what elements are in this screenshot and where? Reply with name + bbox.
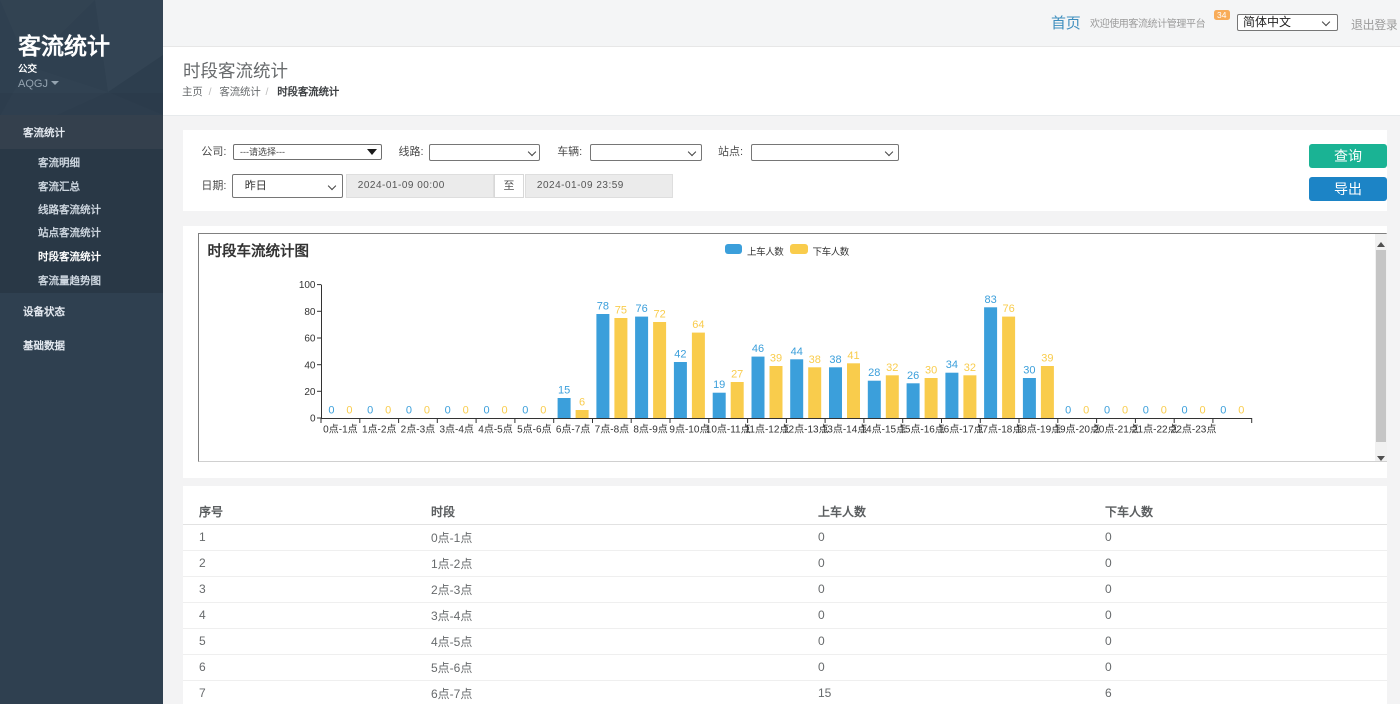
svg-text:20点-21点: 20点-21点 xyxy=(1093,424,1139,436)
svg-text:27: 27 xyxy=(731,369,743,381)
svg-text:0: 0 xyxy=(385,405,391,417)
svg-text:14点-15点: 14点-15点 xyxy=(861,424,907,436)
svg-text:39: 39 xyxy=(770,353,782,365)
svg-text:0: 0 xyxy=(1065,405,1071,417)
svg-text:0: 0 xyxy=(346,405,352,417)
svg-text:18点-19点: 18点-19点 xyxy=(1016,424,1062,436)
svg-text:41: 41 xyxy=(847,350,859,362)
svg-text:83: 83 xyxy=(984,294,996,306)
svg-text:0点-1点: 0点-1点 xyxy=(323,424,357,436)
svg-text:0: 0 xyxy=(463,405,469,417)
svg-text:100: 100 xyxy=(299,280,316,291)
svg-text:2点-3点: 2点-3点 xyxy=(401,424,435,436)
svg-text:28: 28 xyxy=(868,367,880,379)
svg-text:30: 30 xyxy=(1023,365,1035,377)
svg-text:32: 32 xyxy=(886,362,898,374)
svg-text:0: 0 xyxy=(483,405,489,417)
svg-text:76: 76 xyxy=(635,303,647,315)
svg-text:64: 64 xyxy=(692,319,704,331)
svg-text:0: 0 xyxy=(540,405,546,417)
svg-text:1点-2点: 1点-2点 xyxy=(362,424,396,436)
svg-text:4点-5点: 4点-5点 xyxy=(478,424,512,436)
svg-text:0: 0 xyxy=(1104,405,1110,417)
svg-text:0: 0 xyxy=(1238,405,1244,417)
svg-text:38: 38 xyxy=(829,354,841,366)
svg-text:5点-6点: 5点-6点 xyxy=(517,424,551,436)
svg-text:0: 0 xyxy=(1220,405,1226,417)
svg-text:6: 6 xyxy=(579,397,585,409)
svg-text:0: 0 xyxy=(1161,405,1167,417)
svg-text:80: 80 xyxy=(304,307,316,318)
svg-text:15: 15 xyxy=(558,385,570,397)
svg-text:0: 0 xyxy=(328,405,334,417)
svg-text:10点-11点: 10点-11点 xyxy=(706,424,751,436)
svg-text:0: 0 xyxy=(406,405,412,417)
svg-text:38: 38 xyxy=(809,354,821,366)
svg-text:8点-9点: 8点-9点 xyxy=(633,424,667,436)
svg-text:32: 32 xyxy=(964,362,976,374)
svg-text:21点-22点: 21点-22点 xyxy=(1132,424,1178,436)
svg-text:7点-8点: 7点-8点 xyxy=(595,424,629,436)
svg-text:0: 0 xyxy=(1083,405,1089,417)
svg-text:78: 78 xyxy=(597,301,609,313)
svg-text:19点-20点: 19点-20点 xyxy=(1054,424,1100,436)
svg-text:0: 0 xyxy=(1122,405,1128,417)
svg-text:0: 0 xyxy=(367,405,373,417)
svg-text:13点-14点: 13点-14点 xyxy=(822,424,868,436)
svg-text:6点-7点: 6点-7点 xyxy=(556,424,590,436)
svg-text:0: 0 xyxy=(1182,405,1188,417)
svg-text:17点-18点: 17点-18点 xyxy=(977,424,1023,436)
svg-text:0: 0 xyxy=(1200,405,1206,417)
svg-text:15点-16点: 15点-16点 xyxy=(899,424,945,436)
svg-text:44: 44 xyxy=(791,346,803,358)
svg-text:0: 0 xyxy=(445,405,451,417)
svg-text:75: 75 xyxy=(615,305,627,317)
svg-text:19: 19 xyxy=(713,379,725,391)
svg-text:0: 0 xyxy=(424,405,430,417)
svg-text:72: 72 xyxy=(653,309,665,321)
svg-text:12点-13点: 12点-13点 xyxy=(783,424,829,436)
svg-text:0: 0 xyxy=(310,414,316,425)
svg-text:30: 30 xyxy=(925,365,937,377)
svg-text:0: 0 xyxy=(501,405,507,417)
svg-text:60: 60 xyxy=(304,334,316,345)
svg-text:9点-10点: 9点-10点 xyxy=(669,424,709,436)
svg-text:46: 46 xyxy=(752,343,764,355)
svg-text:0: 0 xyxy=(1143,405,1149,417)
svg-text:0: 0 xyxy=(522,405,528,417)
svg-text:76: 76 xyxy=(1002,303,1014,315)
svg-text:3点-4点: 3点-4点 xyxy=(439,424,473,436)
svg-text:20: 20 xyxy=(304,387,316,398)
svg-text:40: 40 xyxy=(304,360,316,371)
svg-text:22点-23点: 22点-23点 xyxy=(1171,424,1217,436)
svg-text:42: 42 xyxy=(674,349,686,361)
svg-text:26: 26 xyxy=(907,370,919,382)
svg-text:34: 34 xyxy=(946,359,958,371)
svg-text:11点-12点: 11点-12点 xyxy=(745,424,790,436)
svg-text:16点-17点: 16点-17点 xyxy=(938,424,984,436)
svg-text:39: 39 xyxy=(1041,353,1053,365)
